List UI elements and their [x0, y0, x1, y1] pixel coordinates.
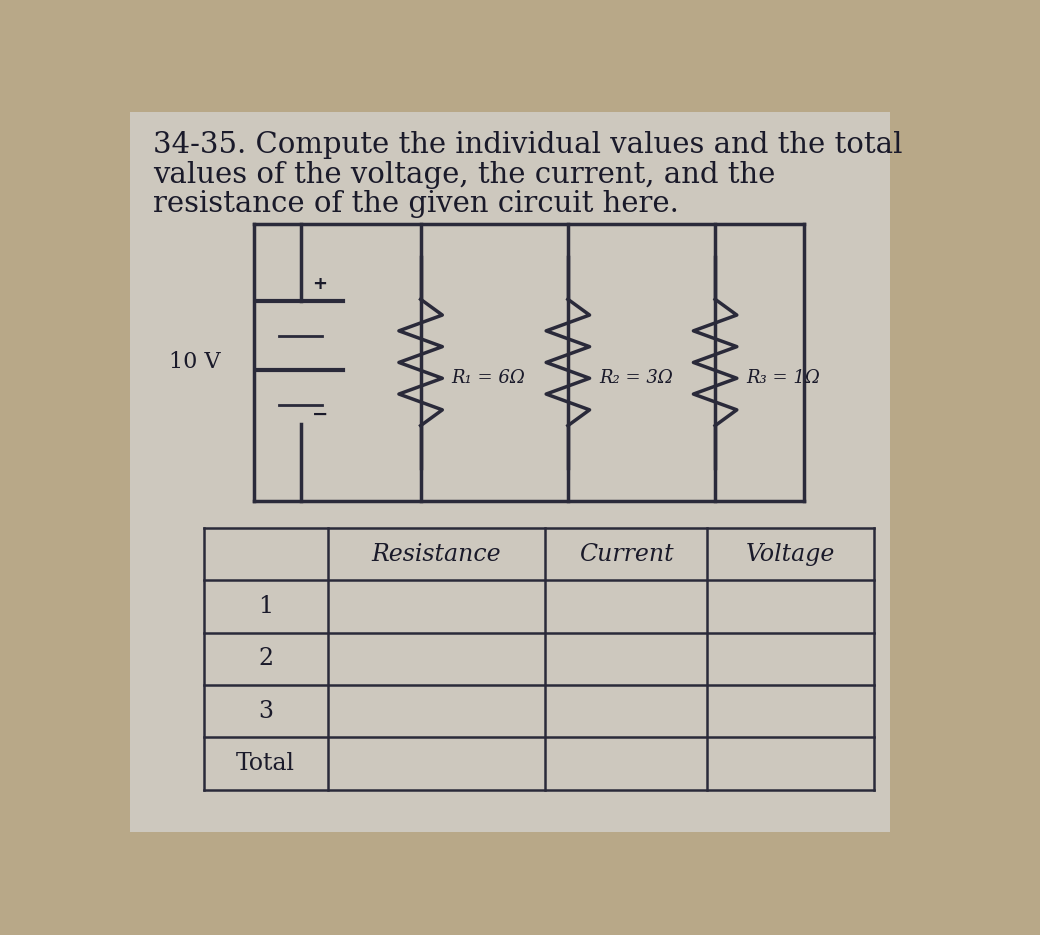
Text: −: −: [312, 405, 329, 424]
Text: 10 V: 10 V: [168, 352, 220, 373]
Text: values of the voltage, the current, and the: values of the voltage, the current, and …: [153, 161, 776, 189]
Text: Current: Current: [578, 542, 673, 566]
Text: R₃ = 1Ω: R₃ = 1Ω: [746, 368, 820, 387]
Text: 1: 1: [258, 595, 274, 618]
Text: 2: 2: [258, 647, 274, 670]
Text: 3: 3: [258, 699, 274, 723]
Text: 34-35. Compute the individual values and the total: 34-35. Compute the individual values and…: [153, 132, 903, 160]
Text: Total: Total: [236, 752, 295, 775]
Text: Resistance: Resistance: [371, 542, 501, 566]
Text: R₁ = 6Ω: R₁ = 6Ω: [451, 368, 525, 387]
Text: resistance of the given circuit here.: resistance of the given circuit here.: [153, 190, 679, 218]
Text: +: +: [312, 275, 328, 293]
Text: R₂ = 3Ω: R₂ = 3Ω: [599, 368, 673, 387]
Text: Voltage: Voltage: [746, 542, 835, 566]
